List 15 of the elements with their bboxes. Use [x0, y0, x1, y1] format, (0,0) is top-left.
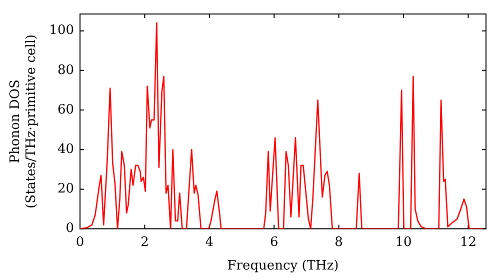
x-tick-label: 12: [460, 234, 476, 250]
y-tick-label: 20: [57, 182, 74, 197]
x-tick-label: 10: [395, 234, 412, 250]
y-tick-label: 40: [57, 142, 74, 157]
x-tick-label: 0: [76, 234, 84, 250]
y-tick-label: 60: [57, 102, 74, 118]
x-axis-title: Frequency (THz): [227, 258, 339, 274]
x-tick-label: 4: [205, 234, 214, 250]
x-tick-label: 8: [334, 234, 343, 250]
y-tick-label: 80: [57, 62, 74, 78]
y-tick-label: 100: [49, 23, 74, 38]
x-tick-label: 6: [270, 234, 278, 250]
x-tick-label: 2: [140, 234, 149, 250]
y-axis-title: Phonon DOS (States/THz·primitive cell): [8, 34, 39, 208]
y-tick-label: 0: [66, 221, 74, 236]
